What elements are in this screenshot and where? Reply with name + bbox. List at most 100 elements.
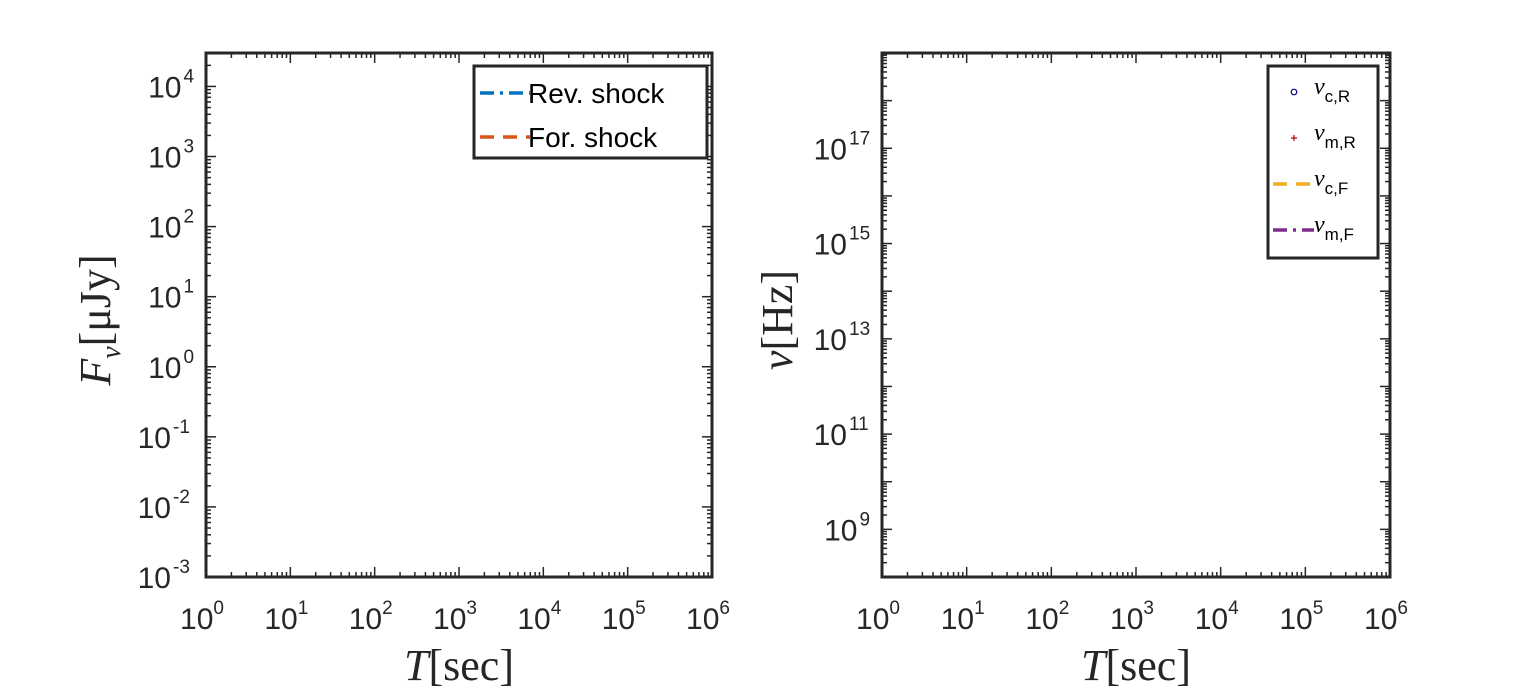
- legend-swatch: [1290, 88, 1298, 96]
- right-y-tick-label-exp: 13: [849, 319, 870, 340]
- left-x-axis-label-main: T: [404, 641, 432, 690]
- left-y-tick-label: 10: [148, 352, 181, 385]
- right-x-tick-label-base: 10: [856, 603, 889, 636]
- right-x-axis-label-unit: [sec]: [1105, 641, 1191, 690]
- right-legend: νc,Rνm,Rνc,Fνm,F: [1266, 64, 1380, 260]
- legend-label: Rev. shock: [528, 78, 665, 109]
- left-y-tick-label: 10: [148, 71, 181, 104]
- right-y-tick-label-base: 10: [814, 324, 847, 357]
- right-x-tick-label-exp: 4: [1228, 598, 1239, 619]
- right-x-axis-label: T[sec]: [1081, 641, 1191, 690]
- right-y-axis-label-main: ν: [753, 350, 802, 370]
- left-y-tick-label-exp: 3: [184, 137, 195, 158]
- right-y-axis-label-unit: [Hz]: [753, 270, 802, 351]
- legend-label-subscript: m,F: [1325, 225, 1354, 244]
- left-x-tick-label-base: 10: [264, 603, 297, 636]
- left-x-tick-label: 105: [602, 598, 646, 636]
- left-y-tick-label-exp: 0: [184, 347, 195, 368]
- left-y-tick-label-exp: 4: [184, 66, 195, 87]
- right-x-tick-label: 104: [1195, 598, 1239, 636]
- right-y-tick-label: 10: [814, 419, 847, 452]
- right-y-tick-label-exp: 9: [860, 509, 871, 530]
- left-x-tick-label: 102: [349, 598, 393, 636]
- right-y-tick-label-base: 10: [824, 514, 857, 547]
- legend-label: νm,F: [1314, 212, 1354, 244]
- left-y-axis-label: Fν[μJy]: [71, 254, 127, 386]
- left-x-tick-label-base: 10: [433, 603, 466, 636]
- left-x-tick-label-base: 10: [349, 603, 382, 636]
- legend-label-symbol: ν: [1314, 74, 1325, 100]
- left-x-tick-label-base: 10: [686, 603, 719, 636]
- left-y-tick-label-base: 10: [138, 422, 171, 455]
- right-x-tick-label-base: 10: [1025, 603, 1058, 636]
- legend-label-symbol: ν: [1314, 212, 1325, 238]
- left-y-tick-label: 10: [138, 562, 171, 595]
- left-y-tick-label-base: 10: [148, 352, 181, 385]
- left-x-tick-label-exp: 2: [382, 598, 393, 619]
- legend-swatch: [1291, 135, 1297, 141]
- left-y-tick-label-exp: 2: [184, 207, 195, 228]
- right-y-tick-label-exp: 17: [849, 128, 870, 149]
- left-y-tick-label: 10: [148, 142, 181, 175]
- right-y-axis-label: ν[Hz]: [753, 270, 802, 370]
- left-y-tick-label-exp: 1: [184, 277, 195, 298]
- right-y-tick-label-base: 10: [814, 419, 847, 452]
- right-x-tick-label-base: 10: [1110, 603, 1143, 636]
- legend-box: [472, 64, 709, 160]
- left-x-tick-label-exp: 1: [298, 598, 309, 619]
- left-y-axis-label-unit: [μJy]: [71, 254, 120, 346]
- right-y-tick-label: 10: [814, 133, 847, 166]
- left-legend: Rev. shock For. shock: [472, 64, 709, 160]
- right-y-tick-label: 10: [814, 324, 847, 357]
- left-y-tick-label-base: 10: [138, 492, 171, 525]
- left-y-tick-label-base: 10: [148, 71, 181, 104]
- left-x-tick-label-exp: 6: [719, 598, 730, 619]
- legend-label-subscript: c,R: [1325, 87, 1351, 106]
- right-y-tick-label-exp: 15: [849, 224, 870, 245]
- left-x-axis-label: T[sec]: [404, 641, 514, 690]
- left-y-tick-label-exp: -1: [173, 417, 190, 438]
- right-x-tick-label-exp: 6: [1397, 598, 1408, 619]
- left-y-tick-label-exp: -3: [173, 557, 190, 578]
- right-y-tick-label: 10: [814, 229, 847, 262]
- left-x-tick-label-exp: 3: [466, 598, 477, 619]
- right-y-tick-label-exp: 11: [849, 414, 869, 435]
- left-ticks: [205, 52, 713, 578]
- left-x-tick-label-base: 10: [517, 603, 550, 636]
- left-y-tick-label-base: 10: [148, 142, 181, 175]
- legend-label-symbol: ν: [1314, 166, 1325, 192]
- left-x-tick-label: 106: [686, 598, 730, 636]
- left-x-axis-label-unit: [sec]: [428, 641, 514, 690]
- legend-label-subscript: m,R: [1325, 133, 1356, 152]
- right-y-tick-label-base: 10: [814, 229, 847, 262]
- left-x-tick-label: 100: [180, 598, 224, 636]
- left-x-tick-label-base: 10: [180, 603, 213, 636]
- left-x-tick-label-exp: 4: [551, 598, 562, 619]
- left-x-tick-label-exp: 0: [213, 598, 224, 619]
- left-x-tick-label: 103: [433, 598, 477, 636]
- left-y-tick-label: 10: [138, 422, 171, 455]
- legend-label: νc,F: [1314, 166, 1348, 198]
- right-x-tick-label: 103: [1110, 598, 1154, 636]
- right-x-tick-label-base: 10: [1279, 603, 1312, 636]
- right-y-tick-label-base: 10: [814, 133, 847, 166]
- left-y-tick-label-base: 10: [138, 562, 171, 595]
- right-x-tick-label-base: 10: [1364, 603, 1397, 636]
- legend-label-symbol: ν: [1314, 120, 1325, 146]
- right-x-tick-label: 105: [1279, 598, 1323, 636]
- right-x-tick-label-exp: 3: [1143, 598, 1154, 619]
- right-x-tick-label-base: 10: [1195, 603, 1228, 636]
- right-x-tick-label-exp: 0: [889, 598, 900, 619]
- right-x-tick-label-exp: 5: [1313, 598, 1324, 619]
- left-y-axis-label-sub: ν: [96, 346, 127, 359]
- right-x-tick-label-exp: 1: [974, 598, 985, 619]
- left-y-tick-label: 10: [138, 492, 171, 525]
- left-x-tick-label-exp: 5: [635, 598, 646, 619]
- right-x-tick-label: 102: [1025, 598, 1069, 636]
- right-x-axis-label-main: T: [1081, 641, 1109, 690]
- left-y-tick-label-exp: -2: [173, 487, 190, 508]
- legend-label: νm,R: [1314, 120, 1356, 152]
